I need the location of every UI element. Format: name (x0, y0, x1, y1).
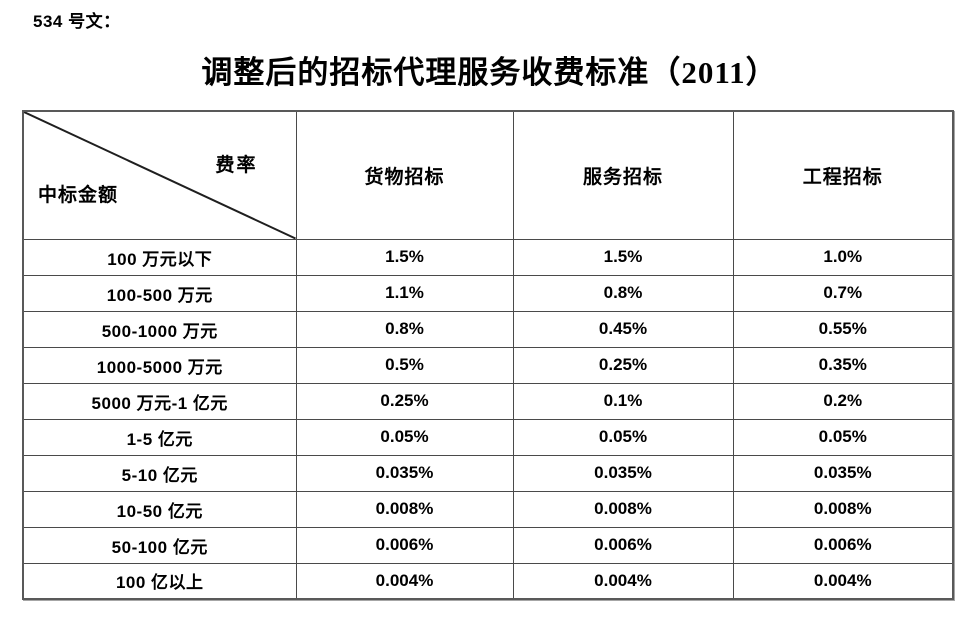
corner-label-rate: 费率 (215, 155, 258, 176)
table-row: 1000-5000 万元 0.5% 0.25% 0.35% (22, 346, 954, 384)
fee-standard-table: 费率 中标金额 货物招标 服务招标 工程招标 100 万元以下 1.5% 1.5% 1… (22, 110, 954, 600)
service-rate-cell: 0.05% (512, 418, 734, 456)
column-header-goods: 货物招标 (295, 110, 514, 240)
engineering-rate-cell: 0.55% (732, 310, 954, 348)
corner-header-cell: 费率 中标金额 (22, 110, 297, 240)
doc-number-label: 534 号文： (33, 12, 121, 31)
engineering-rate-cell: 0.006% (732, 526, 954, 564)
goods-rate-cell: 0.05% (295, 418, 514, 456)
service-rate-cell: 0.035% (512, 454, 734, 492)
table-row: 5-10 亿元 0.035% 0.035% 0.035% (22, 454, 954, 492)
goods-rate-cell: 0.5% (295, 346, 514, 384)
service-rate-cell: 0.1% (512, 382, 734, 420)
engineering-rate-cell: 0.05% (732, 418, 954, 456)
column-header-service: 服务招标 (512, 110, 734, 240)
diagonal-divider-line (24, 112, 295, 238)
goods-rate-cell: 0.008% (295, 490, 514, 528)
page-title: 调整后的招标代理服务收费标准（2011） (201, 55, 778, 90)
column-header-engineering: 工程招标 (732, 110, 954, 240)
amount-cell: 100 万元以下 (22, 238, 297, 276)
table-row: 100-500 万元 1.1% 0.8% 0.7% (22, 274, 954, 312)
amount-cell: 10-50 亿元 (22, 490, 297, 528)
goods-rate-cell: 0.8% (295, 310, 514, 348)
service-rate-cell: 0.8% (512, 274, 734, 312)
goods-rate-cell: 0.006% (295, 526, 514, 564)
engineering-rate-cell: 1.0% (732, 238, 954, 276)
engineering-rate-cell: 0.004% (732, 562, 954, 600)
table-row: 100 万元以下 1.5% 1.5% 1.0% (22, 238, 954, 276)
amount-cell: 50-100 亿元 (22, 526, 297, 564)
engineering-rate-cell: 0.035% (732, 454, 954, 492)
engineering-rate-cell: 0.7% (732, 274, 954, 312)
service-rate-cell: 1.5% (512, 238, 734, 276)
corner-label-bid-amount: 中标金额 (38, 185, 119, 206)
amount-cell: 100-500 万元 (22, 274, 297, 312)
goods-rate-cell: 1.5% (295, 238, 514, 276)
service-rate-cell: 0.45% (512, 310, 734, 348)
amount-cell: 5000 万元-1 亿元 (22, 382, 297, 420)
amount-cell: 100 亿以上 (22, 562, 297, 600)
goods-rate-cell: 0.004% (295, 562, 514, 600)
table-body: 100 万元以下 1.5% 1.5% 1.0% 100-500 万元 1.1% 0.8% 0.… (22, 238, 954, 600)
table-row: 5000 万元-1 亿元 0.25% 0.1% 0.2% (22, 382, 954, 420)
table-row: 1-5 亿元 0.05% 0.05% 0.05% (22, 418, 954, 456)
table-row: 50-100 亿元 0.006% 0.006% 0.006% (22, 526, 954, 564)
engineering-rate-cell: 0.35% (732, 346, 954, 384)
table-row: 100 亿以上 0.004% 0.004% 0.004% (22, 562, 954, 600)
service-rate-cell: 0.25% (512, 346, 734, 384)
service-rate-cell: 0.006% (512, 526, 734, 564)
engineering-rate-cell: 0.008% (732, 490, 954, 528)
amount-cell: 500-1000 万元 (22, 310, 297, 348)
amount-cell: 1000-5000 万元 (22, 346, 297, 384)
table-row: 10-50 亿元 0.008% 0.008% 0.008% (22, 490, 954, 528)
goods-rate-cell: 1.1% (295, 274, 514, 312)
goods-rate-cell: 0.25% (295, 382, 514, 420)
amount-cell: 5-10 亿元 (22, 454, 297, 492)
amount-cell: 1-5 亿元 (22, 418, 297, 456)
table-row: 500-1000 万元 0.8% 0.45% 0.55% (22, 310, 954, 348)
header-row: 费率 中标金额 货物招标 服务招标 工程招标 (22, 110, 954, 240)
goods-rate-cell: 0.035% (295, 454, 514, 492)
service-rate-cell: 0.008% (512, 490, 734, 528)
engineering-rate-cell: 0.2% (732, 382, 954, 420)
service-rate-cell: 0.004% (512, 562, 734, 600)
